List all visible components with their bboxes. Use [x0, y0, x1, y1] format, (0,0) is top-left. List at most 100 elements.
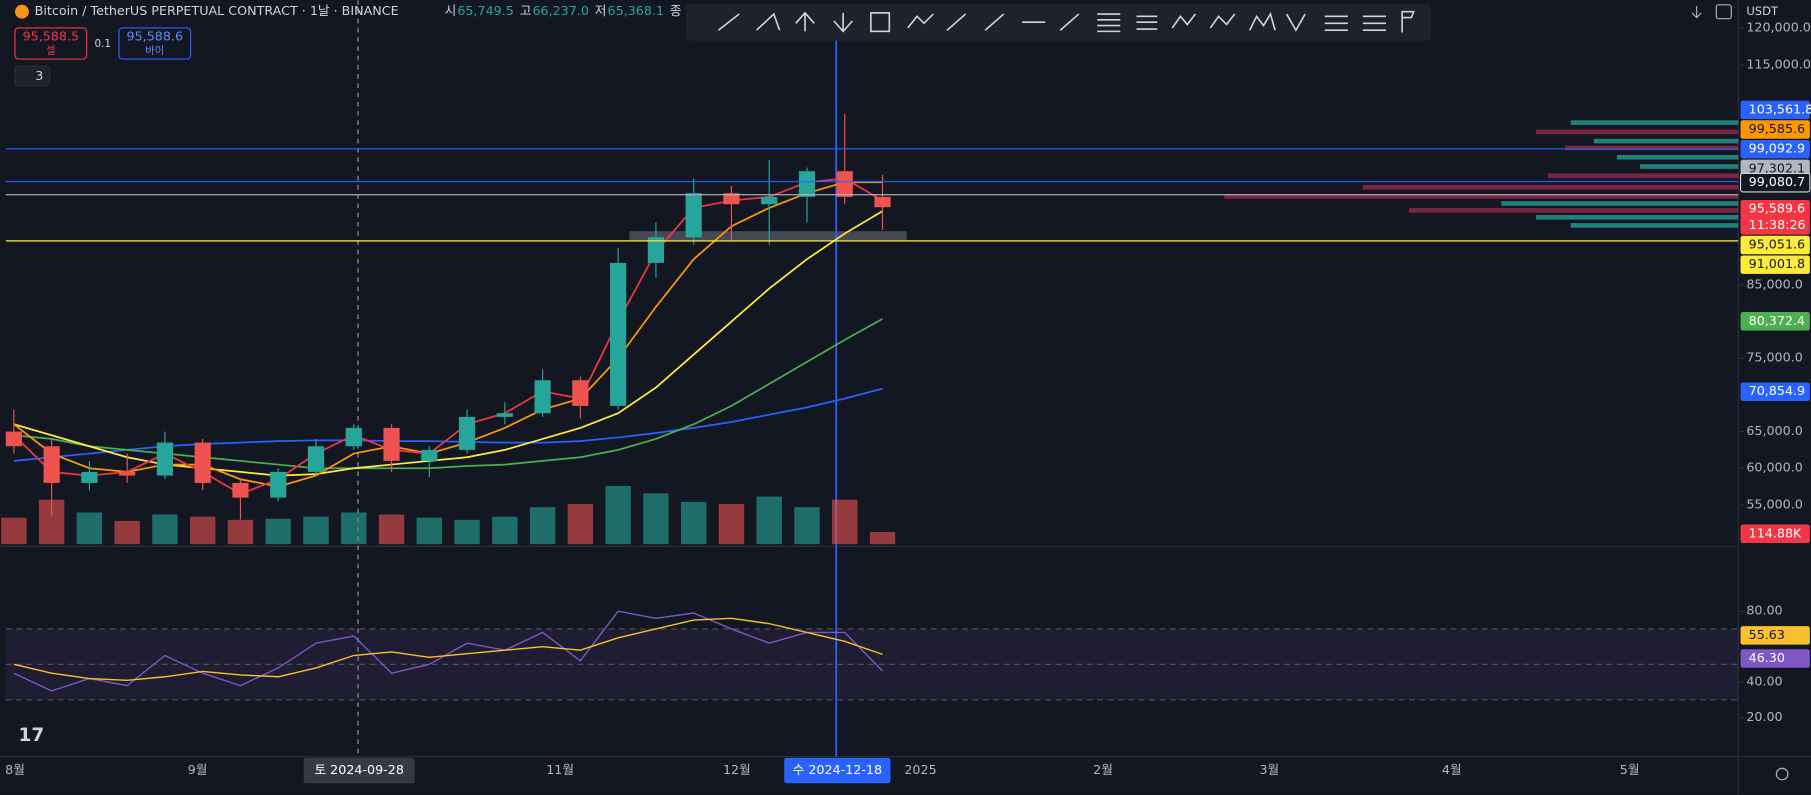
y-tick-label: 60,000.0 — [1746, 460, 1803, 475]
tool-icon[interactable] — [1324, 15, 1348, 32]
range-box — [629, 231, 907, 241]
y-tick-label: 75,000.0 — [1746, 350, 1803, 365]
volume-bar — [265, 518, 291, 545]
price-badge-label: 99,080.7 — [1749, 174, 1806, 189]
rsi-signal — [13, 617, 883, 681]
settings-icon[interactable] — [1775, 767, 1789, 781]
candle-body — [534, 380, 551, 414]
price-badge — [1740, 216, 1810, 235]
volume-bar — [567, 503, 594, 545]
volume-bar — [832, 499, 858, 545]
crosshair-time-box — [303, 757, 415, 784]
price-badge-label: 99,585.6 — [1749, 121, 1806, 136]
price-badge-label: 91,001.8 — [1749, 256, 1806, 271]
tool-icon[interactable] — [870, 12, 891, 33]
price-badge — [1740, 235, 1810, 255]
ohlc-key: 시 — [445, 3, 457, 18]
price-badge-label: 95,051.6 — [1749, 237, 1806, 252]
candle-body — [43, 446, 60, 483]
profile-bar — [1536, 129, 1739, 135]
candle-body — [572, 380, 589, 406]
volume-bar — [529, 507, 556, 545]
price-badge-label: 46.30 — [1749, 650, 1785, 665]
volume-bar — [605, 485, 631, 545]
tool-icon[interactable] — [1136, 15, 1158, 30]
tool-icon[interactable] — [1362, 15, 1386, 32]
time-label: 11월 — [546, 762, 574, 777]
candle-body — [798, 171, 816, 197]
time-label: 8월 — [5, 762, 25, 777]
crosshair-time: 토 2024-09-28 — [314, 762, 403, 777]
candle-body — [156, 442, 174, 476]
ohlc-key: 종 — [670, 3, 682, 18]
refresh-icon[interactable] — [1715, 4, 1732, 20]
candle-body — [496, 413, 513, 417]
cursor-time: 수 2024-12-18 — [793, 762, 882, 777]
candle-body — [647, 237, 664, 263]
time-label: 9월 — [188, 762, 208, 777]
tool-icon[interactable] — [1248, 12, 1276, 31]
ohlc-key: 저 — [595, 3, 607, 18]
tool-icon[interactable] — [1171, 13, 1197, 29]
tool-icon[interactable] — [1097, 13, 1121, 33]
tv-logo: 17 — [18, 725, 44, 746]
price-badge-label: 95,589.6 — [1749, 201, 1806, 216]
price-badge-label: 55.63 — [1749, 627, 1785, 642]
profile-bar — [1564, 145, 1739, 151]
candle-body — [270, 471, 287, 498]
y-tick-label: 115,000.0 — [1746, 56, 1811, 71]
volume-bar — [114, 520, 140, 545]
volume-bar — [1, 517, 27, 545]
sell-button[interactable] — [14, 27, 88, 60]
price-badge — [1740, 312, 1810, 331]
volume-bar — [76, 512, 103, 545]
buy-price: 95,588.6 — [127, 29, 184, 44]
candle-body — [610, 262, 627, 406]
symbol: Bitcoin / TetherUS PERPETUAL CONTRACT · … — [35, 3, 399, 18]
price-badge-label: 70,854.9 — [1749, 383, 1806, 398]
tool-icon[interactable] — [1209, 13, 1236, 29]
price-badge-label: 114.88K — [1749, 525, 1802, 540]
volume-profile — [1224, 120, 1739, 228]
y-tick-label: 120,000.0 — [1746, 20, 1811, 35]
tool-icon[interactable] — [833, 12, 853, 33]
price-badge-label: 80,372.4 — [1749, 313, 1806, 328]
sell-price: 95,588.5 — [23, 29, 80, 44]
volume-bar — [303, 516, 329, 545]
tool-icon[interactable] — [795, 11, 815, 32]
indicator-count: 3 — [35, 68, 43, 83]
volume-bar — [454, 519, 480, 545]
price-badge — [1740, 382, 1810, 401]
tool-icon[interactable] — [984, 13, 1005, 31]
candle-body — [723, 193, 740, 205]
price-badge — [1740, 199, 1810, 219]
volume-bar — [341, 512, 367, 545]
price-badge — [1740, 649, 1810, 668]
volume-bar — [718, 503, 745, 545]
indicator-toggle[interactable] — [14, 65, 51, 87]
buy-button[interactable] — [118, 27, 192, 60]
tool-icon[interactable] — [1059, 13, 1080, 31]
volume-bar — [378, 514, 405, 545]
tool-icon[interactable] — [907, 13, 934, 29]
download-icon[interactable] — [1691, 5, 1702, 19]
tool-icon[interactable] — [755, 12, 781, 31]
profile-bar — [1570, 223, 1739, 228]
buy-label: 바이 — [145, 45, 164, 57]
tool-icon[interactable] — [717, 13, 740, 31]
price-badge — [1740, 626, 1810, 645]
ohlc-key: 고 — [520, 3, 532, 18]
profile-bar — [1570, 120, 1739, 125]
price-badge — [1740, 524, 1810, 544]
tool-icon[interactable] — [1401, 10, 1415, 33]
tool-icon[interactable] — [1285, 13, 1306, 32]
profile-bar — [1362, 184, 1739, 190]
rsi-line — [13, 610, 884, 692]
candle-body — [232, 482, 249, 498]
btc-icon — [15, 4, 29, 19]
profile-bar — [1409, 208, 1739, 213]
rsi-tick-label: 80.00 — [1746, 603, 1782, 618]
time-label: 4월 — [1442, 762, 1462, 777]
tool-icon[interactable] — [946, 13, 967, 31]
